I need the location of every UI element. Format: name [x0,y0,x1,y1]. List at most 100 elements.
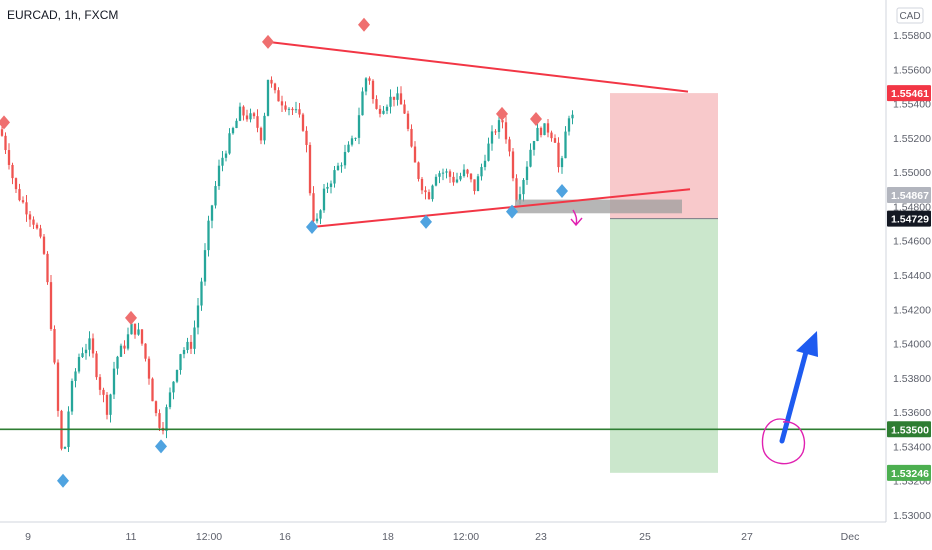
candle [357,107,361,145]
candle [109,393,112,423]
candle [231,126,235,135]
price-badge: 1.54867 [887,186,931,203]
candle [553,134,557,143]
candle [539,126,543,138]
candle [571,110,574,125]
candle [123,340,126,354]
y-tick-label: 1.53800 [893,373,931,385]
support-highlight[interactable] [515,199,682,214]
candle [455,172,459,184]
candle [459,172,462,182]
candle [46,251,49,285]
candle [88,331,91,357]
candle [249,108,252,123]
candle [182,347,186,359]
candle [361,87,364,116]
candle [144,343,147,362]
candle [392,96,396,107]
stop-loss-zone[interactable] [610,93,718,219]
candle [529,143,532,168]
candle [32,216,35,229]
candle [511,148,515,182]
candle [399,86,403,105]
candle [340,162,343,173]
candle [116,355,119,375]
lower-trendline[interactable] [311,188,691,228]
candle [39,224,42,239]
candle [179,353,182,375]
candle [364,77,368,96]
pivot-high-marker [125,310,137,325]
y-tick-label: 1.54200 [893,304,931,316]
take-profit-zone[interactable] [610,218,718,473]
candle [315,213,319,224]
candle [438,170,441,184]
x-tick-label: 11 [126,531,137,543]
candle [193,320,196,355]
y-tick-label: 1.54800 [893,201,931,213]
candle [333,166,336,188]
candle [130,322,133,335]
price-axis[interactable]: 1.55800 1.55600 1.55400 1.55200 1.55000 1.548… [885,0,931,522]
candle [186,337,189,354]
candle [84,343,88,360]
currency-label: CAD [896,7,924,24]
candle [214,181,217,209]
candle [11,162,14,185]
candle [21,196,25,204]
candle [301,112,305,132]
y-tick-label: 1.53000 [893,510,931,522]
candle [424,186,427,200]
candle [95,350,98,380]
candle [196,298,200,335]
y-tick-label: 1.55800 [893,30,931,42]
pivot-high-marker [0,115,10,130]
svg-text:1.53500: 1.53500 [891,424,929,436]
candle [354,137,357,142]
candle [476,173,480,192]
upper-trendline[interactable] [267,40,689,93]
svg-text:1.54729: 1.54729 [891,214,929,226]
candle [25,195,28,222]
candle [368,76,371,85]
candle [224,150,228,162]
y-tick-label: 1.54600 [893,236,931,248]
candle [35,222,39,230]
y-tick-label: 1.55000 [893,167,931,179]
breakdown-arrow-icon [570,209,583,227]
circle-annotation[interactable] [761,418,806,465]
candle [175,369,179,384]
bullish-arrow-icon [796,331,818,357]
y-tick-label: 1.55400 [893,99,931,111]
pivot-low-marker [57,473,69,488]
price-badge: 1.54729 [887,210,931,227]
time-axis[interactable]: 9 11 12:00 16 18 12:00 23 25 27 Dec [0,521,886,543]
x-tick-label: 9 [25,531,31,543]
pivot-high-marker [530,112,542,126]
candle [343,144,347,169]
candle [560,155,564,174]
candle [168,387,172,410]
candle [448,169,452,183]
candle [91,333,95,358]
candle [536,122,539,142]
candle [119,343,123,357]
candle [270,76,273,88]
candle [42,234,46,256]
candle [522,178,525,202]
candle [277,87,280,102]
candle [18,183,21,202]
candle [112,361,116,400]
x-tick-label: 12:00 [453,531,479,543]
candle [487,137,490,162]
candle [266,79,270,117]
candle [557,137,560,173]
candle [105,392,109,420]
candle [322,183,326,213]
candle [28,210,32,227]
candle [389,89,392,114]
candle [49,274,53,331]
candle [371,79,375,104]
bullish-arrow-shaft[interactable] [779,349,809,444]
